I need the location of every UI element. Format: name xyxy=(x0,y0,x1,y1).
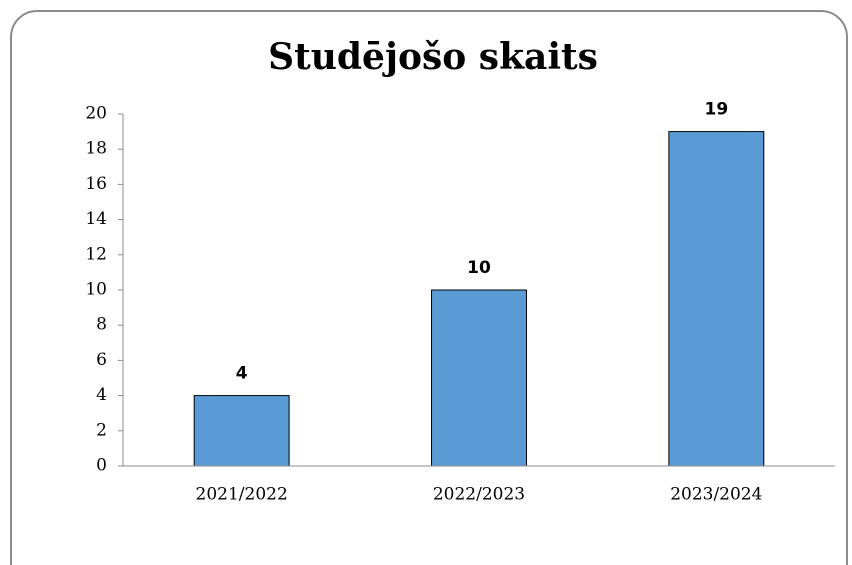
data-label: 4 xyxy=(236,364,248,384)
y-tick-label: 8 xyxy=(96,315,107,335)
y-tick-label: 0 xyxy=(96,456,107,476)
y-tick-label: 16 xyxy=(85,174,107,194)
data-label: 10 xyxy=(467,258,491,278)
chart-title: Studējošo skaits xyxy=(268,36,598,78)
y-tick-label: 2 xyxy=(96,420,107,440)
bar xyxy=(431,289,527,467)
x-tick-label: 2021/2022 xyxy=(196,485,288,505)
y-tick-label: 4 xyxy=(96,385,107,405)
y-tick-label: 14 xyxy=(85,209,107,229)
bar xyxy=(193,395,290,467)
y-tick-label: 18 xyxy=(85,139,107,159)
x-tick-label: 2022/2023 xyxy=(433,485,525,505)
x-tick-label: 2023/2024 xyxy=(670,485,762,505)
y-tick-label: 6 xyxy=(96,350,107,370)
y-tick-label: 10 xyxy=(85,280,107,300)
y-tick-label: 12 xyxy=(85,244,107,264)
data-label: 19 xyxy=(704,100,728,120)
bar xyxy=(668,131,765,467)
y-tick-label: 20 xyxy=(85,104,107,124)
